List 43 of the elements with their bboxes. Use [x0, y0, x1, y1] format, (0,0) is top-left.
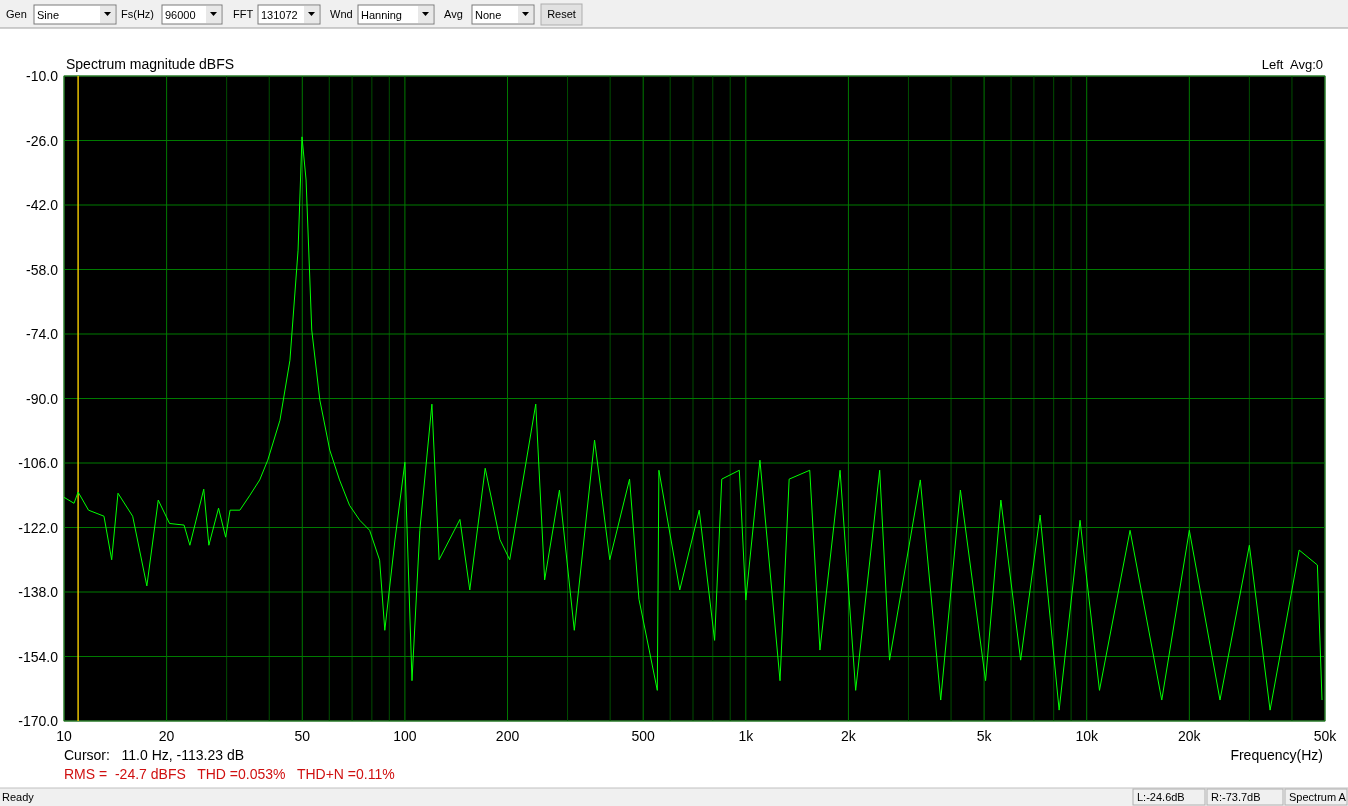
text: R:-73.7dB: [1211, 791, 1261, 803]
x-tick-label: 1k: [738, 728, 755, 744]
text: 131072: [261, 9, 298, 21]
x-tick-label: 500: [631, 728, 656, 744]
text: Fs(Hz): [121, 8, 154, 20]
text: Hanning: [361, 9, 402, 21]
y-tick-label: -58.0: [26, 261, 59, 278]
x-tick-label: 20k: [1178, 728, 1202, 744]
text: None: [475, 9, 502, 21]
x-tick-label: 10: [56, 728, 72, 744]
y-tick-label: -90.0: [26, 390, 59, 407]
text: FFT: [233, 8, 254, 20]
text: Spectrum A: [1289, 791, 1347, 803]
x-tick-label: 200: [495, 728, 520, 744]
text: Sine: [37, 9, 60, 21]
x-tick-label: 5k: [976, 728, 993, 744]
x-tick-label: 50k: [1313, 728, 1338, 744]
text: Reset: [547, 8, 576, 20]
text: RMS = -24.7 dBFS THD =0.053% THD+N =0.11%: [64, 766, 395, 782]
text: Ready: [2, 791, 35, 803]
x-tick-label: 10k: [1075, 728, 1099, 744]
text: Cursor: 11.0 Hz, -113.23 dB: [64, 747, 245, 763]
text: Gen: [6, 8, 27, 20]
y-tick-label: -122.0: [18, 519, 59, 536]
text: L:-24.6dB: [1137, 791, 1185, 803]
y-tick-label: -26.0: [26, 132, 59, 149]
y-tick-label: -10.0: [26, 68, 59, 84]
y-tick-label: -74.0: [26, 326, 59, 342]
y-tick-label: -138.0: [18, 584, 59, 600]
x-tick-label: 20: [158, 728, 175, 744]
text: Wnd: [330, 8, 353, 20]
y-tick-label: -154.0: [18, 648, 59, 665]
chart-title: Spectrum magnitude dBFS: [66, 56, 235, 72]
y-tick-label: -42.0: [26, 197, 59, 213]
x-tick-label: 50: [294, 728, 311, 744]
y-tick-label: -106.0: [18, 455, 59, 471]
x-tick-label: 100: [393, 728, 417, 744]
x-axis-title: Frequency(Hz): [1230, 747, 1323, 763]
text: Avg: [444, 8, 463, 20]
text: Left Avg:0: [1261, 57, 1323, 72]
text: 96000: [165, 9, 196, 21]
x-tick-label: 2k: [841, 728, 857, 744]
y-tick-label: -170.0: [18, 713, 59, 729]
